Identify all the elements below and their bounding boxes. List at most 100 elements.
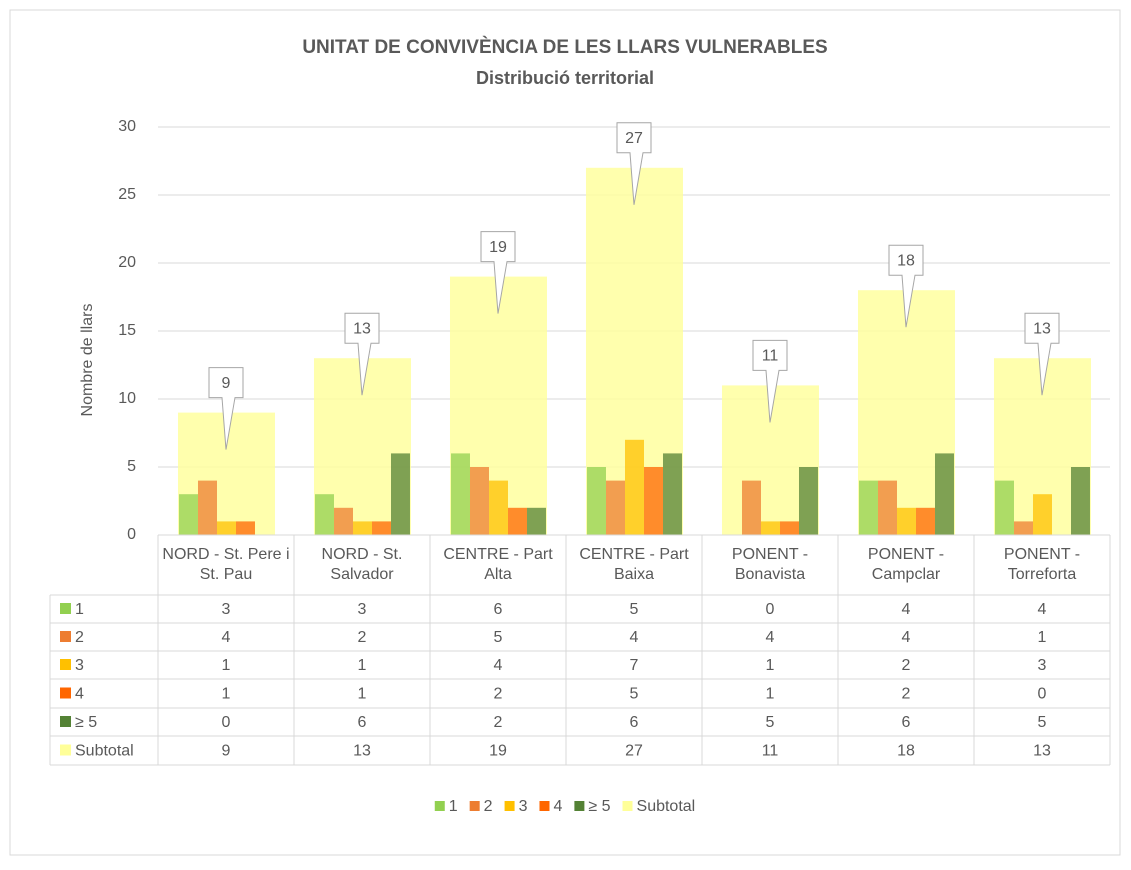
table-cell: 5 bbox=[1038, 714, 1047, 731]
y-tick-label: 5 bbox=[127, 458, 136, 475]
bar bbox=[469, 467, 489, 535]
bar bbox=[450, 453, 470, 535]
table-row-label: ≥ 5 bbox=[75, 714, 97, 731]
legend-label: ≥ 5 bbox=[588, 798, 610, 815]
table-cell: 4 bbox=[494, 657, 503, 674]
bar bbox=[741, 480, 761, 535]
bar bbox=[605, 480, 625, 535]
table-cell: 4 bbox=[902, 629, 911, 646]
table-cell: 13 bbox=[353, 743, 371, 760]
table-cell: 4 bbox=[902, 601, 911, 618]
bar bbox=[488, 480, 508, 535]
table-cell: 0 bbox=[766, 601, 775, 618]
table-cell: 19 bbox=[489, 743, 507, 760]
bar bbox=[760, 521, 780, 535]
bar bbox=[507, 507, 527, 535]
data-label: 18 bbox=[897, 252, 915, 269]
table-row-label: Subtotal bbox=[75, 743, 134, 760]
legend-swatch bbox=[574, 801, 585, 811]
x-tick-label: PONENT - Campclar bbox=[867, 546, 945, 583]
table-cell: 1 bbox=[222, 657, 231, 674]
table-cell: 6 bbox=[494, 601, 503, 618]
data-label: 27 bbox=[625, 130, 643, 147]
legend-label: 1 bbox=[449, 798, 458, 815]
table-cell: 0 bbox=[1038, 686, 1047, 703]
table-cell: 6 bbox=[902, 714, 911, 731]
callout-box bbox=[752, 339, 788, 423]
y-tick-label: 30 bbox=[118, 118, 136, 135]
x-tick-label: PONENT - Torreforta bbox=[1003, 546, 1081, 583]
y-tick-label: 20 bbox=[118, 254, 136, 271]
table-cell: 2 bbox=[902, 686, 911, 703]
data-label: 13 bbox=[353, 320, 371, 337]
category-cell: NORD - St. Salvador bbox=[321, 546, 403, 583]
table-row-label: 1 bbox=[75, 601, 84, 618]
x-tick-label: NORD - St. Pere i St. Pau bbox=[162, 546, 290, 583]
table-cell: 3 bbox=[1038, 657, 1047, 674]
legend-swatch bbox=[60, 603, 71, 614]
data-label: 13 bbox=[1033, 320, 1051, 337]
bar bbox=[352, 521, 372, 535]
bar bbox=[1013, 521, 1033, 535]
table-cell: 1 bbox=[222, 686, 231, 703]
table-cell: 5 bbox=[494, 629, 503, 646]
category-cell: PONENT - Bonavista bbox=[731, 546, 809, 583]
legend-swatch bbox=[539, 801, 550, 811]
table-row-label: 4 bbox=[75, 686, 84, 703]
x-tick-label: CENTRE - Part Alta bbox=[443, 546, 553, 583]
legend-swatch bbox=[469, 801, 480, 811]
callout-box bbox=[480, 231, 516, 314]
bar bbox=[994, 480, 1014, 535]
table-cell: 7 bbox=[630, 657, 639, 674]
table-cell: 6 bbox=[358, 714, 367, 731]
callout-box bbox=[616, 122, 652, 205]
data-label: 11 bbox=[762, 348, 779, 365]
bar bbox=[178, 494, 198, 535]
bar bbox=[624, 439, 644, 535]
table-cell: 18 bbox=[897, 743, 915, 760]
legend-swatch bbox=[434, 801, 445, 811]
table-cell: 4 bbox=[1038, 601, 1047, 618]
chart-subtitle: Distribució territorial bbox=[476, 68, 654, 88]
table-cell: 0 bbox=[222, 714, 231, 731]
table-cell: 1 bbox=[358, 686, 367, 703]
bar bbox=[216, 521, 236, 535]
legend-swatch bbox=[60, 687, 71, 699]
x-tick-label: CENTRE - Part Baixa bbox=[579, 546, 689, 583]
bar bbox=[333, 507, 353, 535]
table-cell: 4 bbox=[630, 629, 639, 646]
bar bbox=[798, 467, 818, 535]
category-cell: NORD - St. Pere i St. Pau bbox=[162, 546, 290, 583]
bar bbox=[643, 467, 663, 535]
bar bbox=[858, 480, 878, 535]
legend-label: Subtotal bbox=[637, 798, 696, 815]
table-cell: 1 bbox=[766, 686, 775, 703]
table-cell: 9 bbox=[222, 743, 231, 760]
table-row-label: 2 bbox=[75, 629, 84, 646]
table-cell: 4 bbox=[766, 629, 775, 646]
table-cell: 3 bbox=[222, 601, 231, 618]
y-tick-label: 25 bbox=[118, 186, 136, 203]
bar bbox=[586, 467, 606, 535]
legend-swatch bbox=[60, 744, 71, 756]
x-tick-label: NORD - St. Salvador bbox=[321, 546, 403, 583]
table-cell: 2 bbox=[902, 657, 911, 674]
category-cell: CENTRE - Part Baixa bbox=[579, 546, 689, 583]
bar bbox=[1032, 494, 1052, 535]
x-tick-label: PONENT - Bonavista bbox=[731, 546, 809, 583]
callout-box bbox=[344, 312, 380, 396]
bar bbox=[1070, 467, 1090, 535]
data-label: 19 bbox=[489, 239, 507, 256]
table-cell: 4 bbox=[222, 629, 231, 646]
table-cell: 5 bbox=[766, 714, 775, 731]
table-cell: 2 bbox=[494, 686, 503, 703]
table-row-label: 3 bbox=[75, 657, 84, 674]
bar bbox=[371, 521, 391, 535]
data-label: 9 bbox=[222, 375, 231, 392]
y-tick-label: 0 bbox=[127, 526, 136, 543]
bar bbox=[877, 480, 897, 535]
category-cell: CENTRE - Part Alta bbox=[443, 546, 553, 583]
table-cell: 1 bbox=[1038, 629, 1047, 646]
legend-label: 2 bbox=[484, 798, 493, 815]
